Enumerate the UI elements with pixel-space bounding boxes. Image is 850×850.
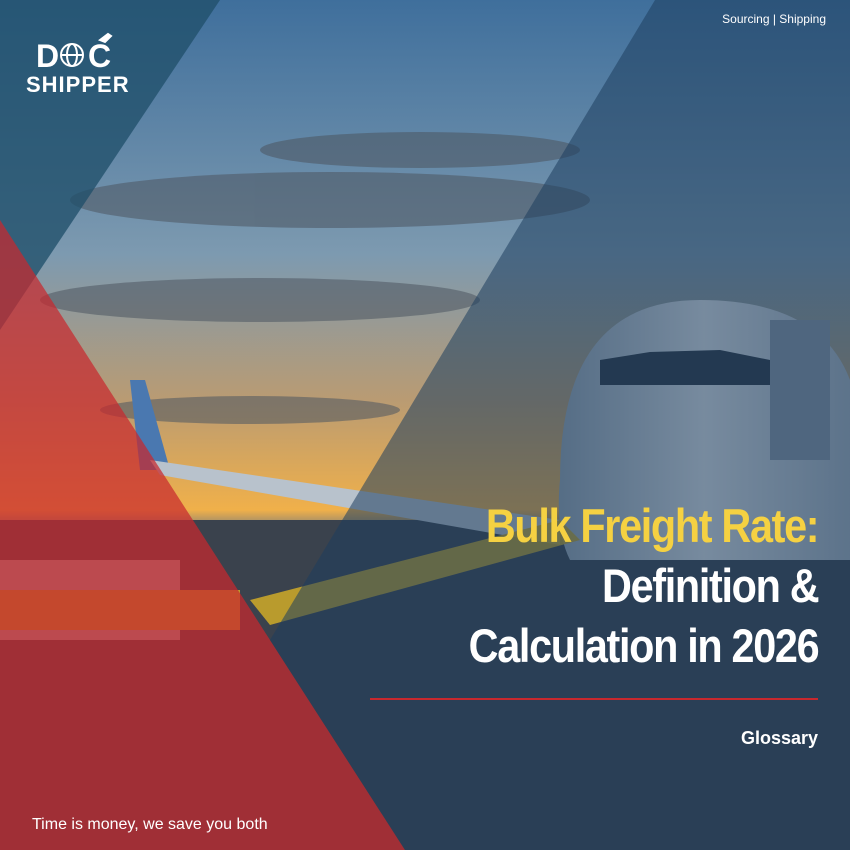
teal-panel [0,0,220,330]
title: Bulk Freight Rate: Definition & Calculat… [421,496,820,676]
logo-letter: C [88,38,113,74]
blue-panel [270,0,850,850]
logo-word: SHIPPER [26,72,130,97]
category: Glossary [740,728,818,748]
nav-text: Sourcing | Shipping [722,12,826,26]
logo-letter: D [36,38,61,74]
tagline: Time is money, we save you both [32,816,268,833]
title-line: Calculation in 2026 [468,619,819,672]
divider [370,698,818,700]
logo-globe [60,32,113,67]
title-line: Definition & [601,559,820,612]
title-line: Bulk Freight Rate: [485,499,820,552]
clouds [40,132,590,424]
